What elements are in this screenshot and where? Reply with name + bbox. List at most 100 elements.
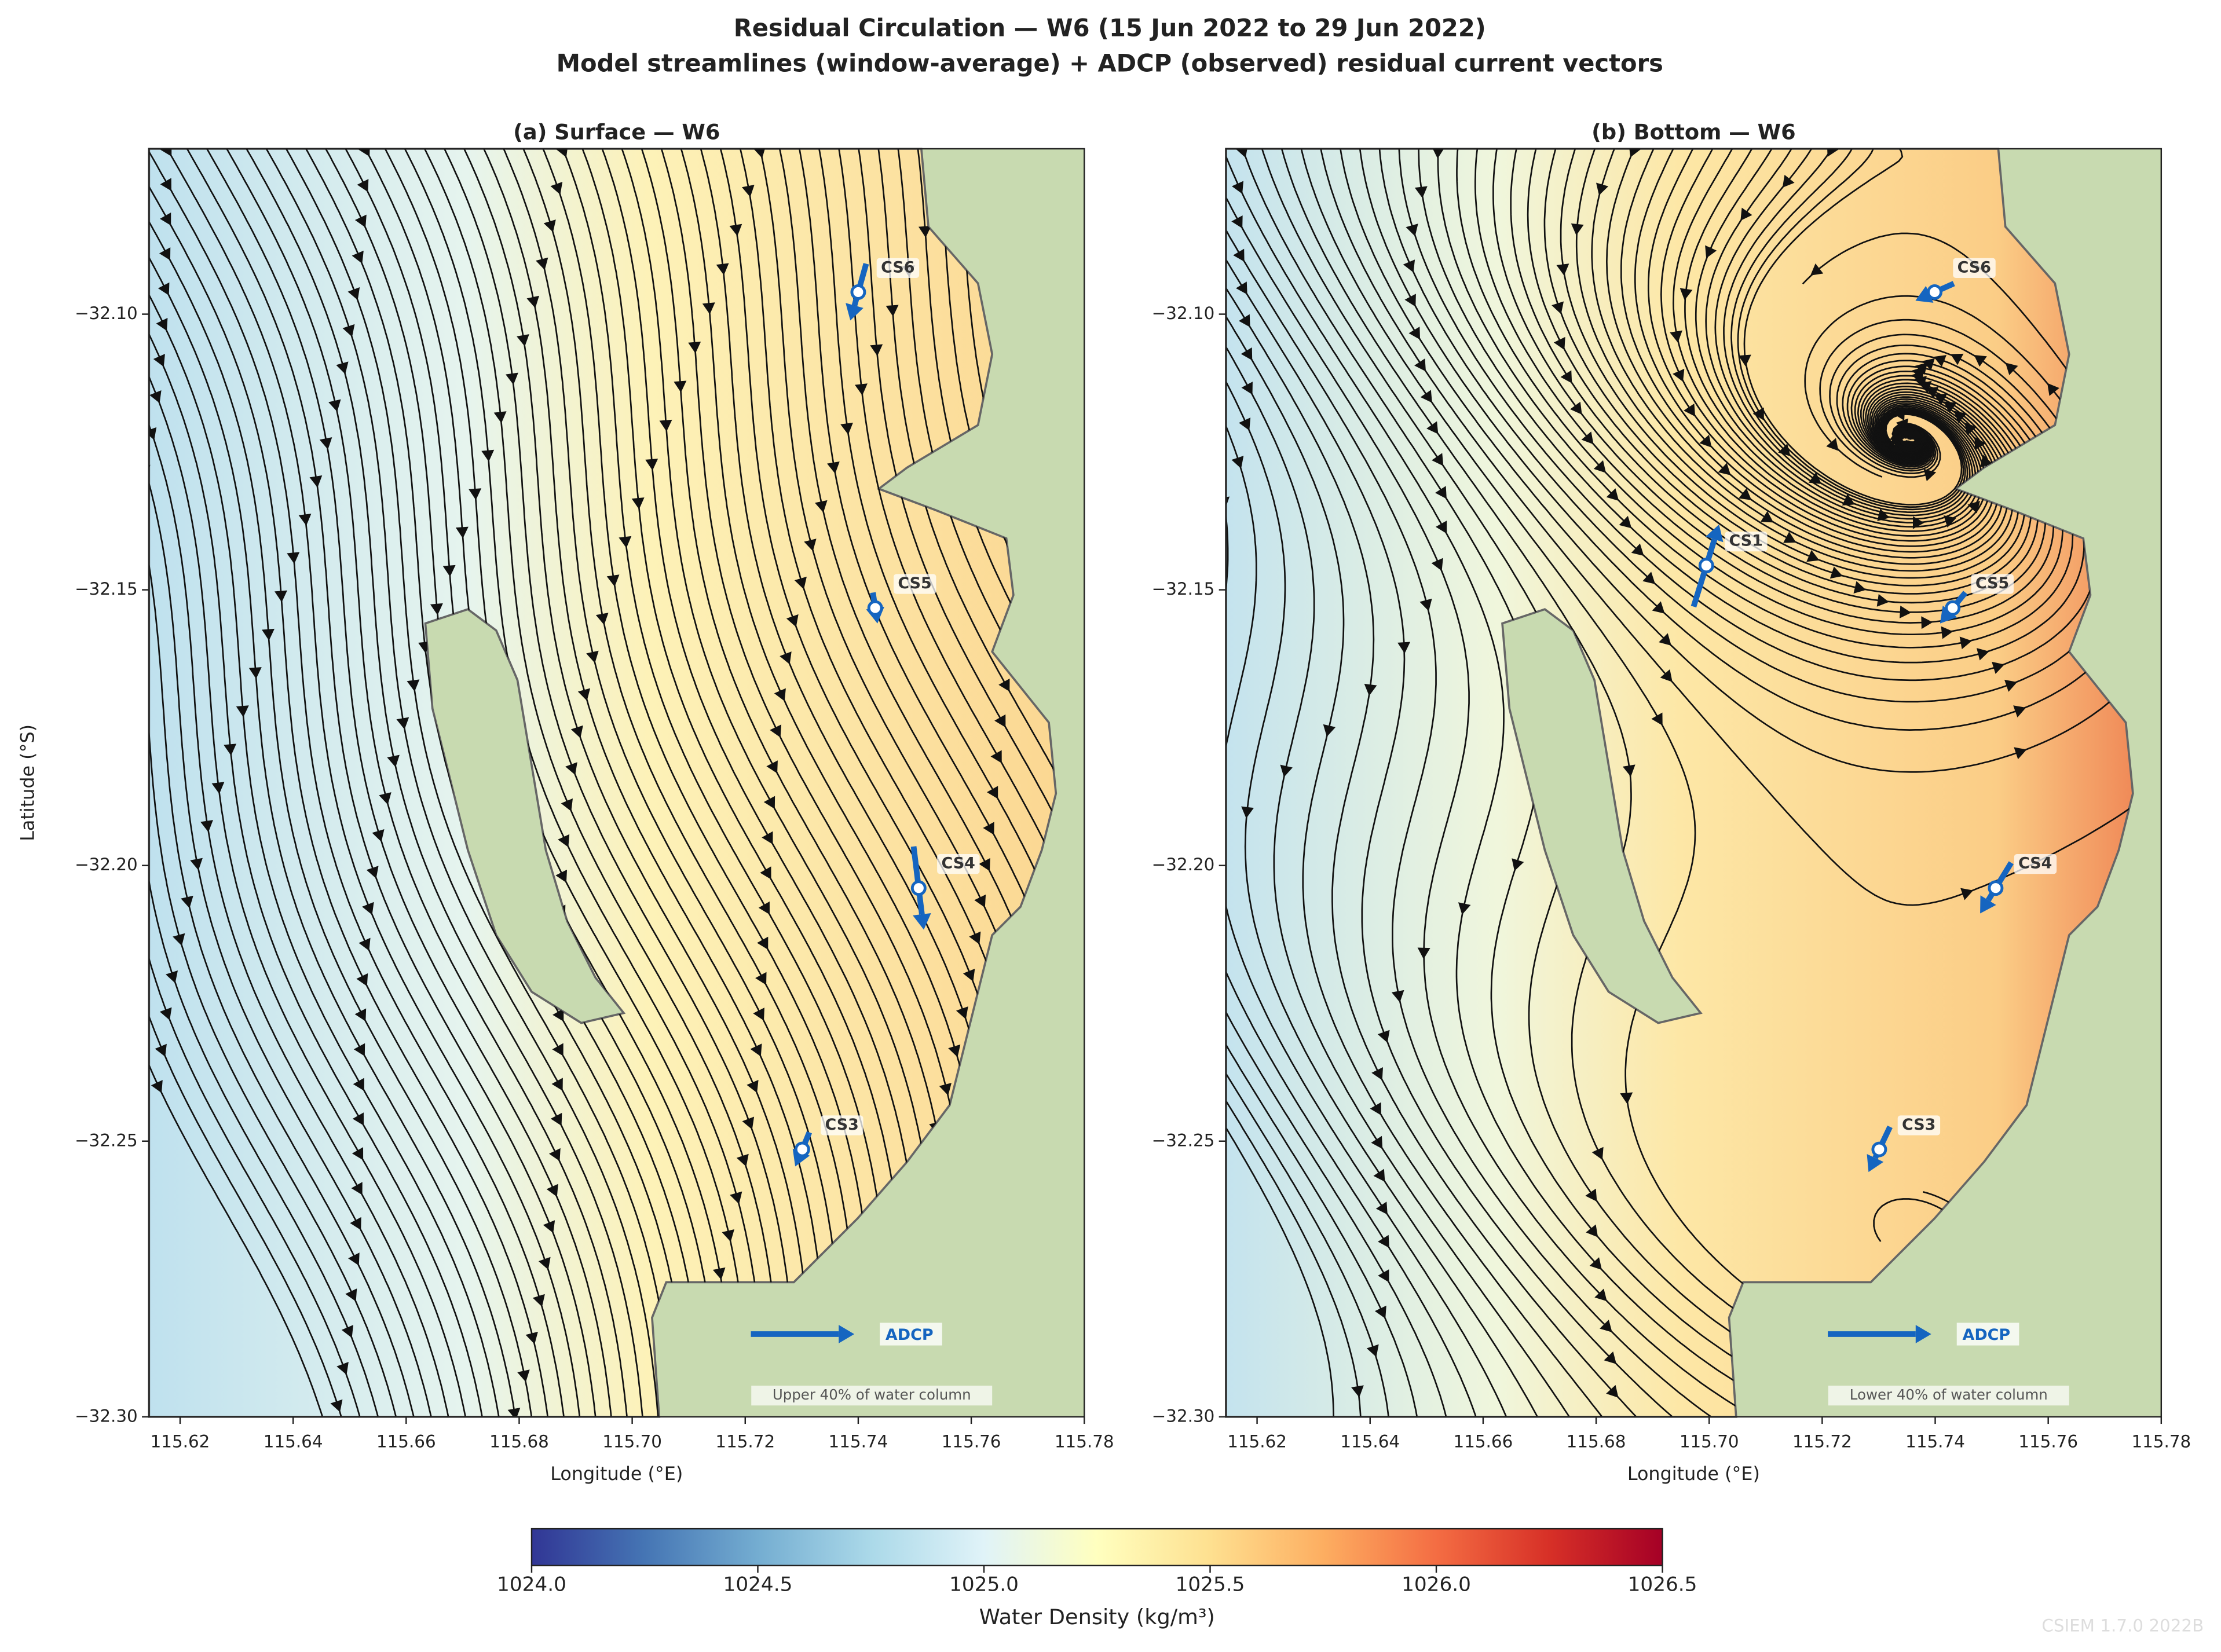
adcp-vector xyxy=(1691,524,1724,608)
streamline xyxy=(2133,134,2141,141)
streamline-arrow xyxy=(668,1421,680,1433)
streamline xyxy=(2093,134,2102,142)
streamline-arrow xyxy=(1236,281,1247,295)
streamline-arrow xyxy=(1891,432,1903,445)
station-label-bg xyxy=(821,1115,863,1135)
streamline-arrow xyxy=(729,224,742,236)
streamline-arrow xyxy=(387,754,400,767)
streamline-arrow xyxy=(606,574,620,587)
streamline xyxy=(1934,133,1949,141)
streamline xyxy=(1225,148,1684,1417)
streamline-arrow xyxy=(1921,616,1933,629)
streamline-arrow xyxy=(1827,148,1839,157)
colorbar xyxy=(530,1528,1663,1566)
watermark: CSIEM 1.7.0 2022B xyxy=(2041,1616,2204,1635)
colorbar-label: Water Density (kg/m³) xyxy=(979,1605,1215,1629)
streamline-arrow xyxy=(1606,488,1619,501)
y-tick-label: −32.20 xyxy=(1152,855,1215,874)
streamline xyxy=(2153,134,2161,141)
streamline-arrow xyxy=(1370,1102,1381,1116)
streamline xyxy=(1225,148,1542,1417)
x-tick-label: 115.78 xyxy=(1055,1431,1114,1451)
streamline-arrow xyxy=(354,214,367,228)
streamline-arrow xyxy=(493,411,507,423)
streamline-arrow xyxy=(1191,888,1203,901)
streamline-arrow xyxy=(430,603,443,616)
streamline-arrow xyxy=(1778,444,1791,457)
streamline-arrow xyxy=(1570,401,1582,415)
streamline-arrow xyxy=(577,688,591,701)
streamline-arrow xyxy=(998,678,1010,692)
streamline xyxy=(1338,148,2133,773)
streamline-arrow xyxy=(353,1078,364,1091)
streamline-arrow xyxy=(1414,186,1428,199)
streamline-arrow xyxy=(517,334,529,347)
streamline-arrow xyxy=(1373,1169,1385,1182)
streamline-arrow xyxy=(770,724,782,738)
streamline-arrow xyxy=(353,1043,365,1057)
streamline-arrow xyxy=(224,743,237,756)
streamline-arrow xyxy=(1680,288,1693,301)
streamline-arrow xyxy=(2013,705,2026,717)
streamline-arrow xyxy=(1432,148,1445,159)
streamline-arrow xyxy=(1830,566,1843,579)
streamline-arrow xyxy=(1417,947,1430,959)
y-tick-label: −32.15 xyxy=(1152,579,1215,599)
colorbar-tick-label: 1025.0 xyxy=(949,1573,1019,1596)
streamline-arrow xyxy=(1782,174,1795,188)
x-tick-label: 115.66 xyxy=(376,1431,436,1451)
streamline-arrow xyxy=(1954,411,1967,423)
streamline-arrow xyxy=(1596,182,1609,196)
y-tick-label: −32.25 xyxy=(75,1130,138,1150)
streamline-arrow xyxy=(1391,990,1404,1003)
streamline-arrow xyxy=(1378,1269,1389,1283)
streamline-arrow xyxy=(1992,661,2005,674)
streamline xyxy=(2113,134,2122,142)
streamline-arrow xyxy=(1280,764,1293,778)
streamline-arrow xyxy=(1739,488,1752,500)
streamline-arrow xyxy=(716,263,729,276)
streamline-arrow xyxy=(1620,1092,1633,1104)
streamline xyxy=(400,148,769,1417)
annotation: Lower 40% of water column xyxy=(1850,1386,2048,1403)
streamline-arrow xyxy=(2014,747,2027,760)
streamline xyxy=(1225,148,1450,1417)
streamline-arrow xyxy=(160,178,171,191)
streamline-arrow xyxy=(969,931,981,944)
streamline-arrow xyxy=(336,361,349,375)
x-axis-label: Longitude (°E) xyxy=(1627,1463,1760,1485)
streamline-arrow xyxy=(556,148,568,157)
streamline-arrow xyxy=(1604,1351,1617,1364)
streamline xyxy=(1378,148,2115,703)
streamline-arrow xyxy=(1397,642,1411,654)
colorbar-tick-label: 1025.5 xyxy=(1176,1573,1245,1596)
streamline-arrow xyxy=(1760,511,1774,523)
streamline-arrow xyxy=(350,1217,361,1230)
streamline xyxy=(1225,148,1419,1417)
x-tick-label: 115.64 xyxy=(264,1431,323,1451)
streamline xyxy=(1225,148,1391,1417)
streamline-arrow xyxy=(352,250,364,264)
reference-label-bg xyxy=(880,1323,942,1346)
x-tick-label: 115.62 xyxy=(1227,1431,1287,1451)
streamline-arrow xyxy=(763,796,775,809)
streamline-arrow xyxy=(153,354,165,367)
streamline xyxy=(1225,148,1578,1417)
streamline-arrow xyxy=(979,858,990,871)
streamline-arrow xyxy=(1432,453,1444,466)
streamline-arrow xyxy=(1241,347,1253,361)
streamline-arrow xyxy=(1375,1202,1388,1215)
streamline-arrow xyxy=(804,539,817,551)
streamline-arrow xyxy=(1922,358,1935,371)
streamline xyxy=(149,148,399,1417)
station-label: CS6 xyxy=(881,258,914,276)
streamline-arrow xyxy=(160,148,172,157)
streamline-arrow xyxy=(274,590,287,603)
streamline-arrow xyxy=(200,820,213,833)
x-tick-label: 115.78 xyxy=(2131,1431,2191,1451)
streamline-arrow xyxy=(1853,581,1867,594)
station-label: CS4 xyxy=(2018,855,2052,873)
annotation: Upper 40% of water column xyxy=(773,1386,971,1403)
streamline-arrow xyxy=(1651,712,1663,726)
x-tick-label: 115.62 xyxy=(151,1431,210,1451)
